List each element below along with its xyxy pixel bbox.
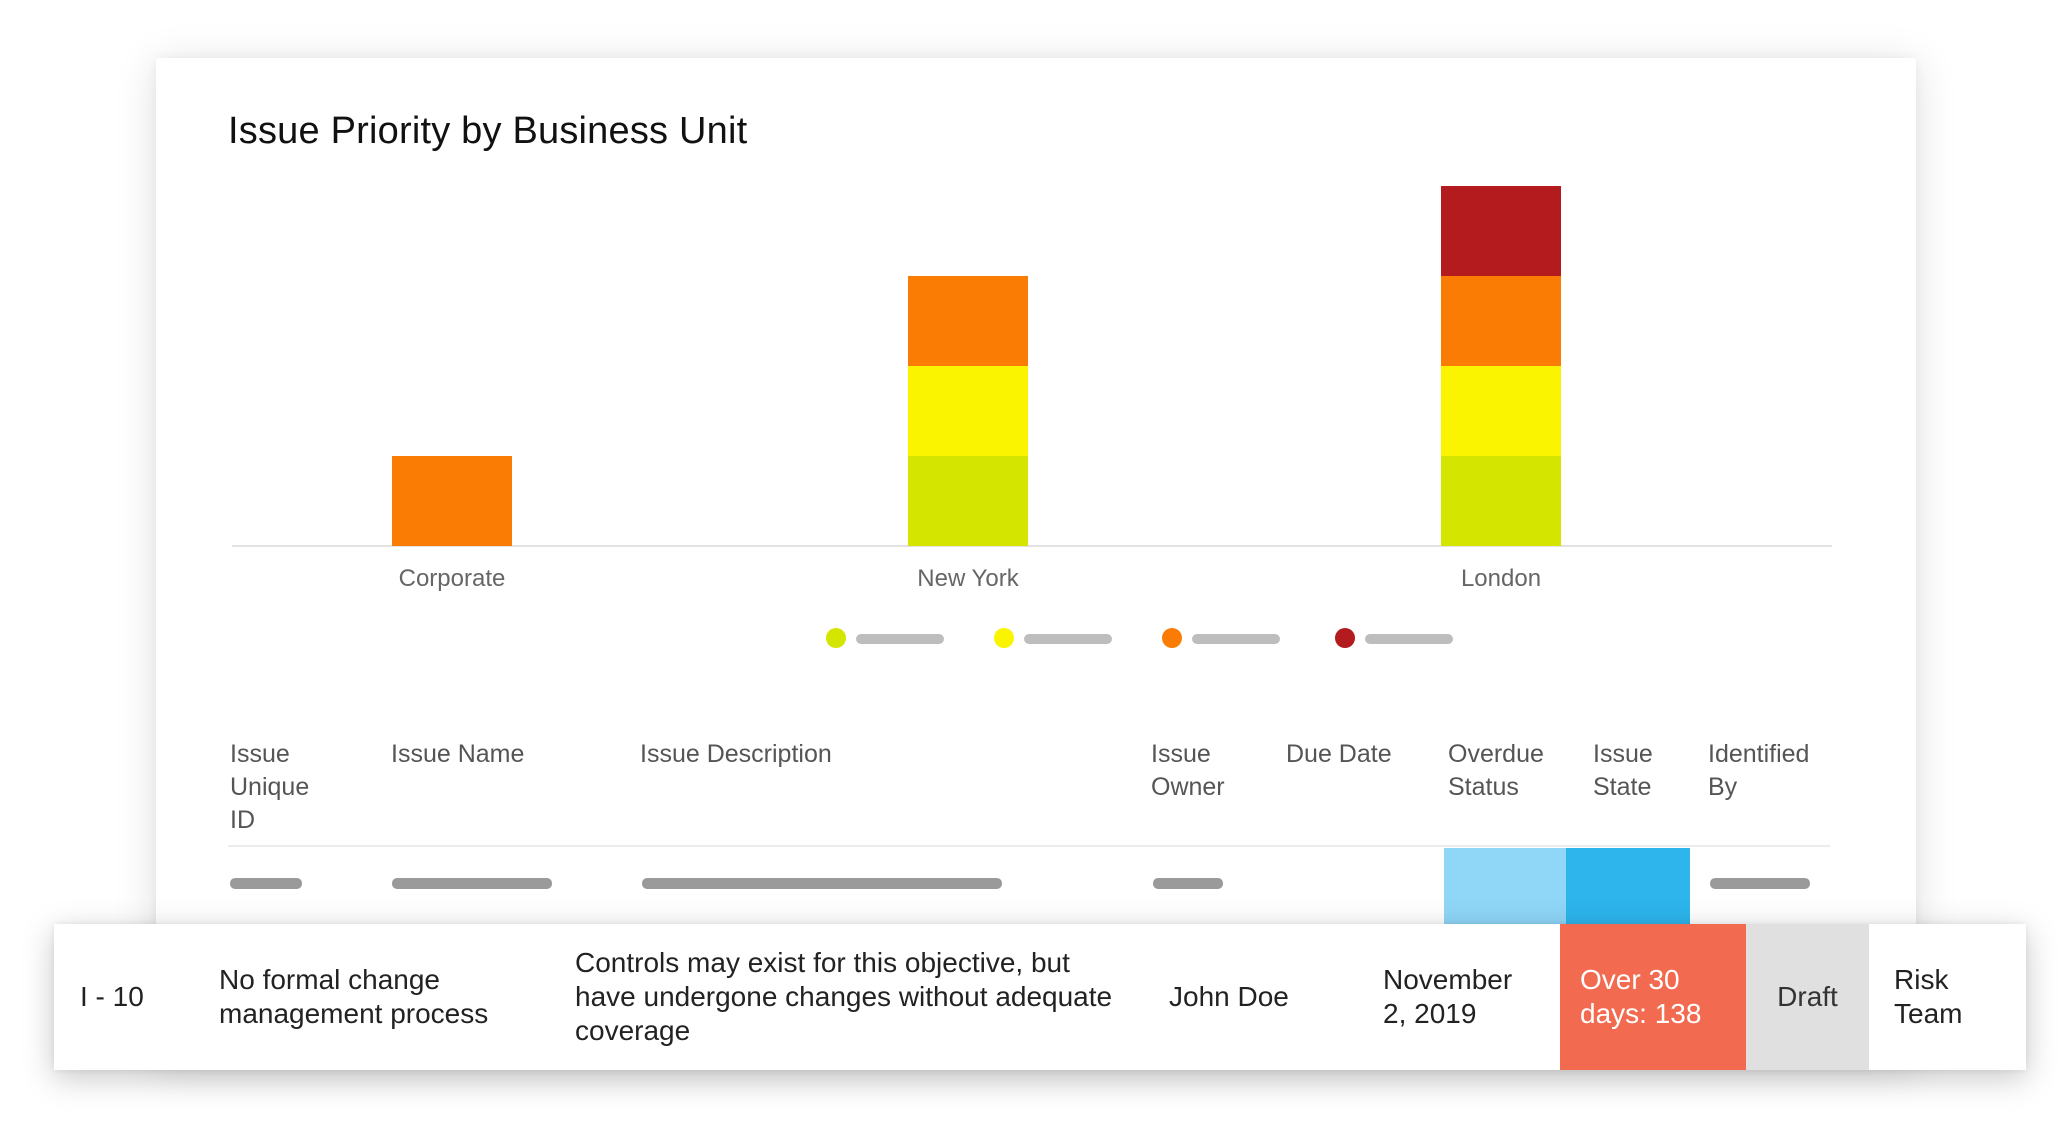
bar-segment-new-york-1[interactable] [908, 366, 1028, 456]
x-tick-label: Corporate [399, 565, 506, 592]
legend-item[interactable] [1162, 623, 1282, 653]
placeholder-id [230, 878, 302, 889]
issue-state-cell: Draft [1746, 924, 1869, 1070]
legend-swatch [1162, 628, 1182, 648]
legend-item[interactable] [826, 623, 946, 653]
bar-segment-london-2[interactable] [1441, 276, 1561, 366]
issue-id-cell: I - 10 [80, 981, 144, 1012]
legend-label-placeholder [856, 634, 944, 644]
issue-description-cell: Controls may exist for this objective, b… [575, 947, 1113, 1046]
legend-swatch [994, 628, 1014, 648]
issue-owner-cell: John Doe [1169, 981, 1289, 1012]
col-header-due-date[interactable]: Due Date [1286, 740, 1392, 768]
placeholder-identified-by [1710, 878, 1810, 889]
col-header-issue-description[interactable]: Issue Description [640, 740, 832, 768]
legend-item[interactable] [1335, 623, 1455, 653]
col-header-issue-id[interactable]: Issue Unique ID [230, 740, 310, 834]
issue-name-cell: No formal change management process [219, 964, 489, 1029]
col-header-overdue-status[interactable]: Overdue Status [1448, 740, 1544, 801]
identified-by-cell: Risk Team [1894, 964, 1963, 1029]
col-header-issue-name[interactable]: Issue Name [391, 740, 525, 768]
bar-segment-london-3[interactable] [1441, 186, 1561, 276]
placeholder-owner [1153, 878, 1223, 889]
chart-legend [156, 623, 1916, 653]
legend-item[interactable] [994, 623, 1114, 653]
bar-segment-new-york-0[interactable] [908, 456, 1028, 546]
col-header-issue-state[interactable]: Issue State [1593, 740, 1653, 801]
due-date-cell: November 2, 2019 [1383, 964, 1513, 1029]
legend-label-placeholder [1365, 634, 1453, 644]
overdue-status-cell: Over 30 days: 138 [1560, 924, 1746, 1070]
chart-title: Issue Priority by Business Unit [228, 110, 748, 152]
legend-label-placeholder [1024, 634, 1112, 644]
bar-segment-london-1[interactable] [1441, 366, 1561, 456]
x-tick-label: London [1461, 565, 1541, 592]
col-header-issue-owner[interactable]: Issue Owner [1151, 740, 1225, 801]
legend-swatch [1335, 628, 1355, 648]
col-header-identified-by[interactable]: Identified By [1708, 740, 1810, 801]
dashboard-card: Issue Priority by Business Unit Corporat… [156, 58, 1916, 1058]
bar-segment-new-york-2[interactable] [908, 276, 1028, 366]
bar-segment-london-0[interactable] [1441, 456, 1561, 546]
legend-label-placeholder [1192, 634, 1280, 644]
placeholder-name [392, 878, 552, 889]
highlighted-issue-row[interactable]: I - 10 No formal change management proce… [54, 924, 2026, 1070]
bar-segment-corporate-2[interactable] [392, 456, 512, 546]
header-divider [228, 845, 1830, 847]
placeholder-description [642, 878, 1002, 889]
legend-swatch [826, 628, 846, 648]
x-tick-label: New York [917, 565, 1019, 592]
stacked-bar-chart: Corporate New York London [232, 186, 1832, 592]
